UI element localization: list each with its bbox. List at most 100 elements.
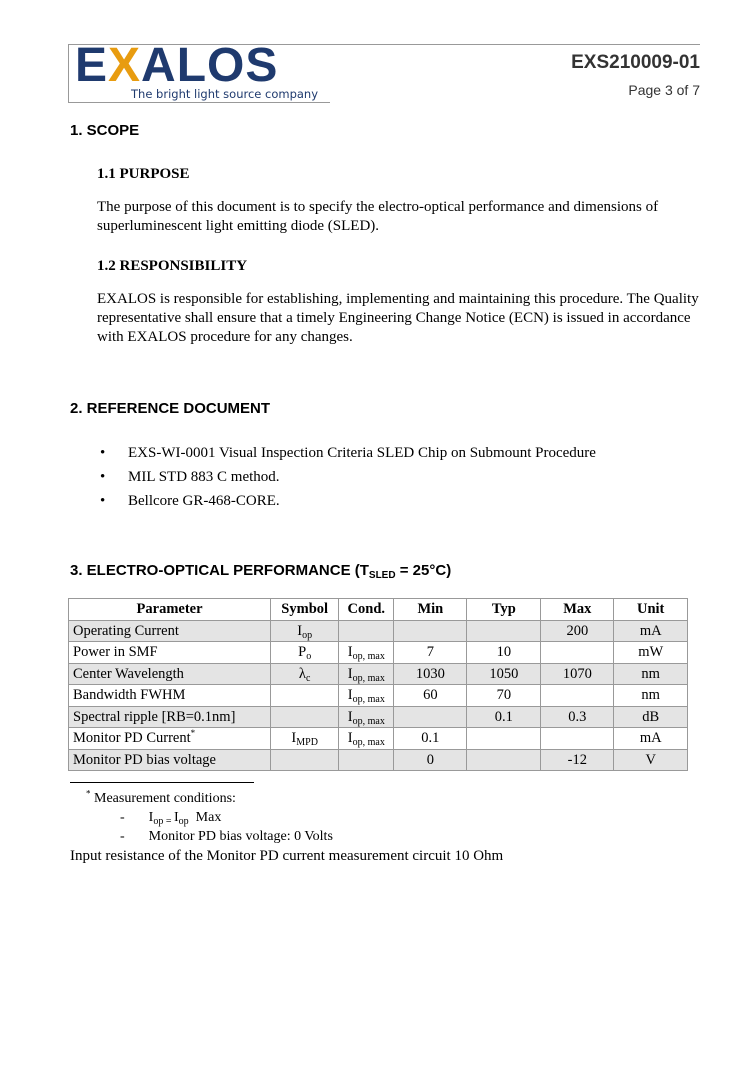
max-value: -12 xyxy=(567,751,587,768)
symbol-text: λ xyxy=(298,665,306,682)
max-value: 200 xyxy=(566,622,589,639)
dash: - xyxy=(120,829,125,844)
dash: - xyxy=(120,810,125,825)
title-subscript: SLED xyxy=(368,570,396,581)
table-row: Spectral ripple [RB=0.1nm] Iop, max 0.1 0.3… xyxy=(67,705,688,728)
parameter-text: Monitor PD bias voltage xyxy=(73,751,216,768)
cell-unit: mA xyxy=(613,727,688,750)
title-text: = 25°C) xyxy=(395,562,452,579)
document-number: EXS210009-01 xyxy=(571,52,700,73)
cell-symbol xyxy=(270,705,340,728)
symbol-subscript: c xyxy=(305,672,311,684)
table-row: Monitor PD bias voltage 0 -12 V xyxy=(67,748,688,771)
section-title-performance: 3. ELECTRO-OPTICAL PERFORMANCE (TSLED = … xyxy=(70,562,452,581)
reference-item: EXS-WI-0001 Visual Inspection Criteria S… xyxy=(128,445,596,461)
unit-value: dB xyxy=(642,708,660,725)
cell-min: 0 xyxy=(393,748,468,771)
section-title-scope: 1. SCOPE xyxy=(70,122,140,139)
cell-condition: Iop, max xyxy=(338,662,395,685)
reference-item: Bellcore GR-468-CORE. xyxy=(128,493,280,509)
subsection-title-purpose: 1.1 PURPOSE xyxy=(97,166,190,182)
column-header: Parameter xyxy=(67,598,272,621)
table-row: Bandwidth FWHM Iop, max 60 70 nm xyxy=(67,684,688,707)
cell-typ: 1050 xyxy=(466,662,542,685)
text: I xyxy=(148,810,154,825)
cell-unit: mW xyxy=(613,641,688,664)
footnote-title-text: Measurement conditions: xyxy=(90,791,236,806)
exalos-logo: EXALOS The bright light source company xyxy=(68,42,330,103)
cell-unit: nm xyxy=(613,662,688,685)
cell-parameter: Monitor PD bias voltage xyxy=(67,748,272,771)
condition-text: I xyxy=(347,687,353,704)
cell-condition xyxy=(338,748,395,771)
cell-symbol: Po xyxy=(270,641,340,664)
unit-value: mA xyxy=(639,730,662,747)
cell-max: 200 xyxy=(540,619,615,642)
subscript: op xyxy=(178,816,189,827)
min-value: 0.1 xyxy=(421,730,440,747)
parameter-text: Bandwidth FWHM xyxy=(73,687,186,704)
text: I xyxy=(173,810,179,825)
parameter-text: Monitor PD Current xyxy=(73,730,191,747)
condition-subscript: op, max xyxy=(352,737,385,749)
typ-value: 10 xyxy=(496,644,512,661)
footnote-mark: * xyxy=(86,788,91,799)
table-row: Operating Current Iop 200 mA xyxy=(67,619,688,642)
parameter-text: Operating Current xyxy=(73,622,179,639)
cell-condition: Iop, max xyxy=(338,705,395,728)
parameter-text: Center Wavelength xyxy=(73,665,184,682)
cell-condition: Iop, max xyxy=(338,641,395,664)
logo-letters: ALOS xyxy=(141,39,279,92)
cell-parameter: Center Wavelength xyxy=(67,662,272,685)
min-value: 1030 xyxy=(415,665,445,682)
subscript: op = xyxy=(153,816,174,827)
cell-symbol xyxy=(270,748,340,771)
min-value: 60 xyxy=(423,687,438,704)
text: Max xyxy=(188,810,222,825)
cell-unit: mA xyxy=(613,619,688,642)
cell-typ xyxy=(466,748,542,771)
column-header: Unit xyxy=(613,598,688,621)
logo-tagline: The bright light source company xyxy=(131,87,319,101)
cell-unit: V xyxy=(613,748,688,771)
condition-subscript: op, max xyxy=(352,651,385,663)
symbol-subscript: o xyxy=(306,651,312,663)
table-header-row: Parameter Symbol Cond. Min Typ Max Unit xyxy=(67,598,688,621)
cell-parameter: Monitor PD Current* xyxy=(67,727,272,750)
condition-subscript: op, max xyxy=(352,672,385,684)
cell-symbol: λc xyxy=(270,662,340,685)
cell-max xyxy=(540,727,615,750)
column-header: Symbol xyxy=(270,598,340,621)
cell-condition: Iop, max xyxy=(338,684,395,707)
typ-value: 0.1 xyxy=(494,708,513,725)
table-row: Power in SMF Po Iop, max 7 10 mW xyxy=(67,641,688,664)
min-value: 0 xyxy=(426,751,434,768)
footnote-note: Input resistance of the Monitor PD curre… xyxy=(70,848,504,864)
responsibility-text: EXALOS is responsible for establishing, … xyxy=(97,291,699,345)
condition-text: I xyxy=(347,665,353,682)
cell-typ: 10 xyxy=(466,641,542,664)
cell-symbol: IMPD xyxy=(270,727,340,750)
condition-subscript: op, max xyxy=(352,715,385,727)
unit-value: nm xyxy=(641,687,660,704)
cell-min xyxy=(393,619,468,642)
logo-letter-x: X xyxy=(108,39,142,92)
header-rule xyxy=(68,44,700,45)
cell-max: 0.3 xyxy=(540,705,615,728)
footnote-title: * Measurement conditions: xyxy=(86,788,236,808)
cell-unit: nm xyxy=(613,684,688,707)
purpose-text: The purpose of this document is to speci… xyxy=(97,199,659,234)
max-value: 0.3 xyxy=(568,708,587,725)
reference-list: • EXS-WI-0001 Visual Inspection Criteria … xyxy=(100,441,596,513)
subsection-title-responsibility: 1.2 RESPONSIBILITY xyxy=(97,258,248,274)
title-text: 3. ELECTRO-OPTICAL PERFORMANCE (T xyxy=(70,562,369,579)
footnote-item: - Iop = Iop Max xyxy=(120,809,221,827)
logo-letter: E xyxy=(75,39,109,92)
performance-table: Parameter Symbol Cond. Min Typ Max Unit Operat… xyxy=(67,598,688,771)
logo-wordmark: EXALOS xyxy=(75,42,278,90)
cell-symbol: Iop xyxy=(270,619,340,642)
symbol-text: P xyxy=(298,644,307,661)
cell-max xyxy=(540,641,615,664)
table-row: Center Wavelength λc Iop, max 1030 1050 1070 n… xyxy=(67,662,688,685)
cell-max: 1070 xyxy=(540,662,615,685)
